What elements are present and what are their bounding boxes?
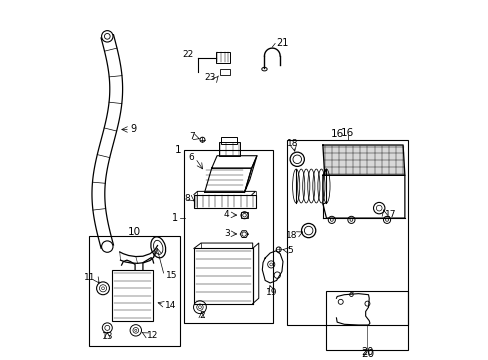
Bar — [221, 137, 237, 144]
Text: 8: 8 — [184, 194, 190, 203]
Text: 17: 17 — [385, 210, 396, 219]
Text: 22: 22 — [183, 50, 194, 59]
Text: 20: 20 — [361, 347, 373, 357]
Text: 14: 14 — [165, 301, 176, 310]
Text: 1: 1 — [175, 145, 182, 156]
Text: 9: 9 — [130, 125, 136, 135]
Bar — [216, 51, 229, 63]
Text: 16: 16 — [330, 129, 343, 139]
Text: 10: 10 — [127, 228, 140, 237]
Text: 15: 15 — [166, 271, 177, 280]
Text: 13: 13 — [102, 332, 113, 341]
Text: 18: 18 — [286, 139, 298, 148]
Bar — [219, 69, 229, 75]
Text: 2: 2 — [199, 311, 204, 320]
Text: 23: 23 — [203, 73, 215, 82]
Text: 20: 20 — [360, 348, 373, 359]
Text: 18: 18 — [285, 231, 297, 240]
Bar — [183, 150, 272, 323]
Text: 5: 5 — [286, 246, 292, 255]
Bar — [241, 212, 247, 218]
Text: 12: 12 — [146, 331, 158, 340]
Text: 6: 6 — [188, 153, 194, 162]
Text: 19: 19 — [265, 288, 276, 297]
Bar — [286, 140, 407, 325]
Bar — [89, 236, 180, 346]
Text: 16: 16 — [341, 127, 354, 138]
Polygon shape — [322, 145, 404, 175]
Text: 7: 7 — [188, 132, 194, 141]
Bar — [219, 142, 240, 156]
Text: 3: 3 — [224, 229, 229, 238]
Bar — [326, 291, 407, 350]
Text: 1: 1 — [172, 213, 178, 223]
Text: 11: 11 — [84, 273, 95, 282]
Bar — [112, 270, 153, 321]
Text: 4: 4 — [224, 210, 229, 219]
Bar — [194, 194, 255, 208]
Text: 21: 21 — [276, 38, 288, 48]
Bar — [194, 248, 252, 303]
